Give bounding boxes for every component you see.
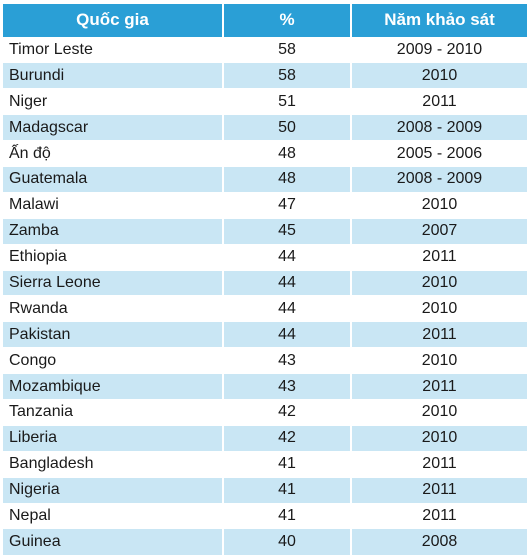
cell-percent: 44 xyxy=(223,269,352,296)
cell-country: Niger xyxy=(3,88,224,115)
cell-survey-year: 2011 xyxy=(351,243,527,271)
cell-percent: 43 xyxy=(223,373,352,400)
cell-country: Zamba xyxy=(3,217,224,245)
table-row: Ethiopia 44 2011 xyxy=(3,243,527,271)
cell-survey-year: 2010 xyxy=(351,191,527,219)
cell-survey-year: 2010 xyxy=(351,62,527,89)
table-row: Madagscar 50 2008 - 2009 xyxy=(3,114,527,141)
cell-country: Pakistan xyxy=(3,321,224,348)
cell-percent: 41 xyxy=(223,502,352,529)
table-row: Niger 51 2011 xyxy=(3,88,527,115)
table-row: Sierra Leone 44 2010 xyxy=(3,269,527,296)
cell-percent: 58 xyxy=(223,62,352,89)
cell-country: Guinea xyxy=(3,528,224,555)
table-row: Ấn độ 48 2005 - 2006 xyxy=(3,140,527,167)
cell-country: Madagscar xyxy=(3,114,224,141)
cell-percent: 40 xyxy=(223,528,352,555)
table-row: Mozambique 43 2011 xyxy=(3,373,527,400)
cell-percent: 50 xyxy=(223,114,352,141)
cell-survey-year: 2011 xyxy=(351,321,527,348)
header-percent: % xyxy=(223,4,352,37)
cell-country: Nepal xyxy=(3,502,224,529)
cell-survey-year: 2011 xyxy=(351,450,527,478)
cell-survey-year: 2011 xyxy=(351,476,527,504)
cell-country: Timor Leste xyxy=(3,36,224,63)
cell-country: Nigeria xyxy=(3,476,224,504)
cell-survey-year: 2010 xyxy=(351,269,527,296)
cell-percent: 48 xyxy=(223,165,352,193)
cell-survey-year: 2008 - 2009 xyxy=(351,165,527,193)
table-row: Zamba 45 2007 xyxy=(3,217,527,245)
table-row: Guinea 40 2008 xyxy=(3,528,527,555)
table-row: Timor Leste 58 2009 - 2010 xyxy=(3,36,527,63)
table-row: Liberia 42 2010 xyxy=(3,424,527,452)
cell-country: Guatemala xyxy=(3,165,224,193)
cell-country: Bangladesh xyxy=(3,450,224,478)
table-header: Quốc gia % Năm khảo sát xyxy=(3,4,527,37)
cell-survey-year: 2011 xyxy=(351,502,527,529)
cell-survey-year: 2008 xyxy=(351,528,527,555)
table-row: Rwanda 44 2010 xyxy=(3,295,527,322)
cell-survey-year: 2010 xyxy=(351,398,527,426)
table-row: Bangladesh 41 2011 xyxy=(3,450,527,478)
header-country: Quốc gia xyxy=(3,4,224,37)
cell-percent: 42 xyxy=(223,398,352,426)
cell-survey-year: 2010 xyxy=(351,347,527,374)
header-survey-year: Năm khảo sát xyxy=(351,4,527,37)
table-row: Malawi 47 2010 xyxy=(3,191,527,219)
cell-survey-year: 2010 xyxy=(351,424,527,452)
cell-percent: 41 xyxy=(223,450,352,478)
cell-country: Liberia xyxy=(3,424,224,452)
cell-percent: 44 xyxy=(223,295,352,322)
cell-percent: 45 xyxy=(223,217,352,245)
table-row: Burundi 58 2010 xyxy=(3,62,527,89)
cell-percent: 58 xyxy=(223,36,352,63)
cell-percent: 43 xyxy=(223,347,352,374)
table-row: Congo 43 2010 xyxy=(3,347,527,374)
table-row: Tanzania 42 2010 xyxy=(3,398,527,426)
cell-percent: 41 xyxy=(223,476,352,504)
cell-percent: 44 xyxy=(223,321,352,348)
table-row: Pakistan 44 2011 xyxy=(3,321,527,348)
cell-survey-year: 2007 xyxy=(351,217,527,245)
table-row: Guatemala 48 2008 - 2009 xyxy=(3,165,527,193)
cell-country: Burundi xyxy=(3,62,224,89)
cell-country: Ethiopia xyxy=(3,243,224,271)
cell-country: Tanzania xyxy=(3,398,224,426)
cell-survey-year: 2008 - 2009 xyxy=(351,114,527,141)
data-table: Quốc gia % Năm khảo sát Timor Leste 58 200… xyxy=(3,4,527,555)
cell-survey-year: 2010 xyxy=(351,295,527,322)
cell-country: Congo xyxy=(3,347,224,374)
cell-country: Mozambique xyxy=(3,373,224,400)
table-row: Nepal 41 2011 xyxy=(3,502,527,529)
cell-country: Malawi xyxy=(3,191,224,219)
table-body: Timor Leste 58 2009 - 2010 Burundi 58 2010 Nig… xyxy=(3,36,527,555)
cell-percent: 51 xyxy=(223,88,352,115)
cell-country: Rwanda xyxy=(3,295,224,322)
table-row: Nigeria 41 2011 xyxy=(3,476,527,504)
cell-survey-year: 2009 - 2010 xyxy=(351,36,527,63)
cell-percent: 48 xyxy=(223,140,352,167)
cell-survey-year: 2005 - 2006 xyxy=(351,140,527,167)
cell-country: Ấn độ xyxy=(3,140,224,167)
cell-percent: 47 xyxy=(223,191,352,219)
cell-country: Sierra Leone xyxy=(3,269,224,296)
header-row: Quốc gia % Năm khảo sát xyxy=(3,4,527,37)
cell-percent: 44 xyxy=(223,243,352,271)
cell-survey-year: 2011 xyxy=(351,373,527,400)
cell-percent: 42 xyxy=(223,424,352,452)
cell-survey-year: 2011 xyxy=(351,88,527,115)
